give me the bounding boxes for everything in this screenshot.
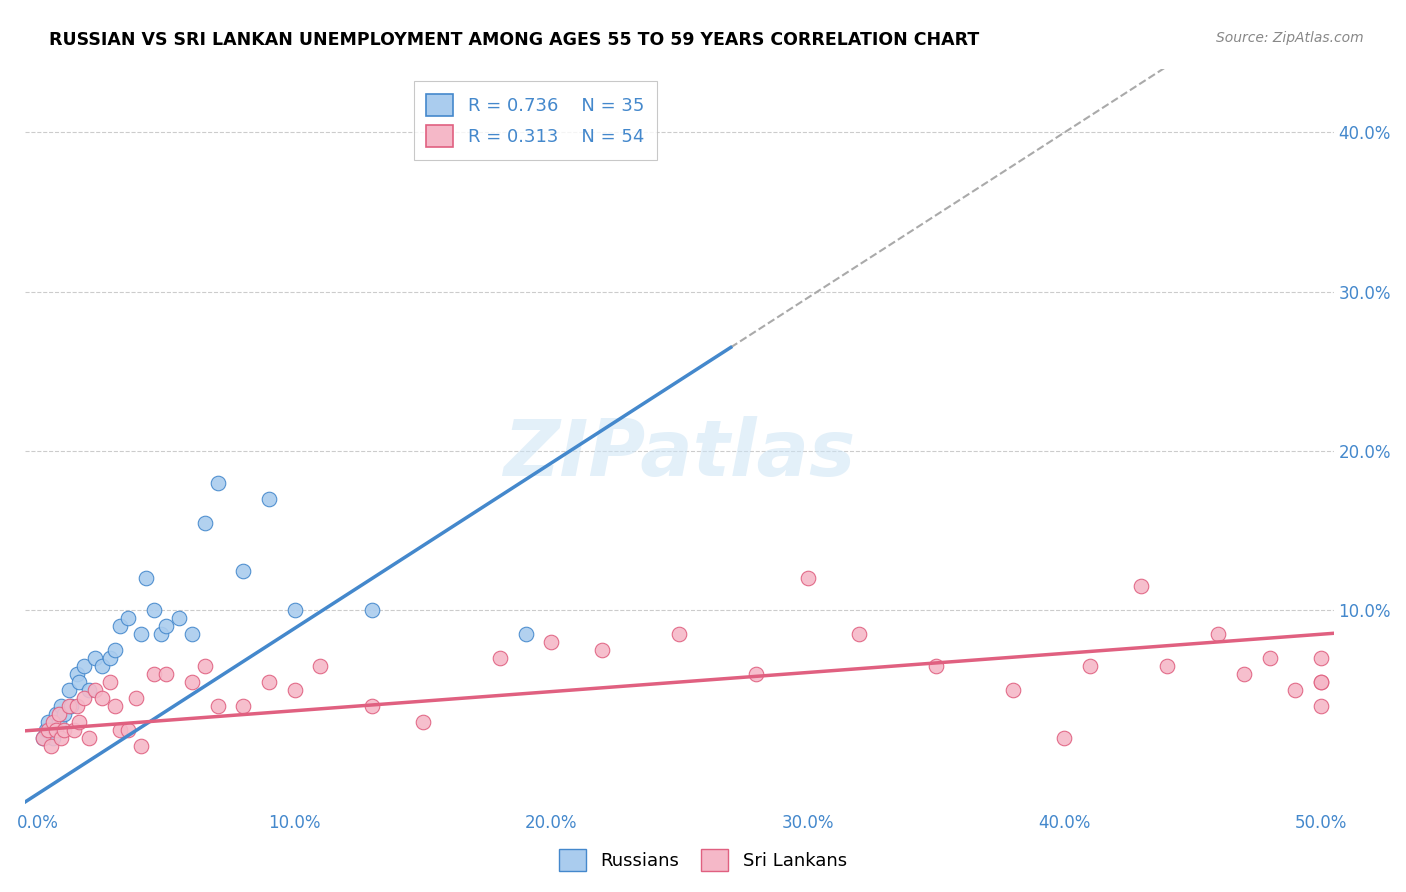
Point bbox=[73, 659, 96, 673]
Point bbox=[1284, 683, 1306, 698]
Point bbox=[207, 698, 229, 713]
Point bbox=[98, 675, 121, 690]
Legend: Russians, Sri Lankans: Russians, Sri Lankans bbox=[553, 842, 853, 879]
Point bbox=[796, 572, 818, 586]
Point bbox=[194, 516, 217, 530]
Point bbox=[167, 611, 190, 625]
Point bbox=[155, 619, 177, 633]
Text: ZIPatlas: ZIPatlas bbox=[503, 416, 856, 491]
Point bbox=[42, 714, 65, 729]
Point bbox=[150, 627, 173, 641]
Point bbox=[65, 667, 87, 681]
Point bbox=[142, 667, 165, 681]
Legend: R = 0.736    N = 35, R = 0.313    N = 54: R = 0.736 N = 35, R = 0.313 N = 54 bbox=[413, 81, 657, 160]
Point bbox=[32, 731, 55, 745]
Point bbox=[45, 706, 67, 721]
Point bbox=[1309, 675, 1331, 690]
Point bbox=[79, 683, 101, 698]
Point bbox=[58, 698, 80, 713]
Point bbox=[925, 659, 948, 673]
Point bbox=[592, 643, 614, 657]
Point bbox=[155, 667, 177, 681]
Point bbox=[32, 731, 55, 745]
Point bbox=[142, 603, 165, 617]
Point bbox=[117, 611, 139, 625]
Point bbox=[65, 698, 87, 713]
Point bbox=[1053, 731, 1076, 745]
Point bbox=[42, 731, 65, 745]
Point bbox=[515, 627, 537, 641]
Point bbox=[135, 572, 157, 586]
Point bbox=[73, 690, 96, 705]
Point bbox=[284, 603, 307, 617]
Point bbox=[83, 683, 105, 698]
Point bbox=[108, 619, 131, 633]
Point bbox=[79, 731, 101, 745]
Point bbox=[104, 698, 127, 713]
Point bbox=[232, 564, 254, 578]
Point bbox=[108, 723, 131, 737]
Point bbox=[51, 731, 73, 745]
Text: RUSSIAN VS SRI LANKAN UNEMPLOYMENT AMONG AGES 55 TO 59 YEARS CORRELATION CHART: RUSSIAN VS SRI LANKAN UNEMPLOYMENT AMONG… bbox=[49, 31, 980, 49]
Point bbox=[124, 690, 146, 705]
Point bbox=[35, 723, 58, 737]
Point bbox=[52, 706, 75, 721]
Point bbox=[257, 491, 280, 506]
Point bbox=[1130, 579, 1153, 593]
Point bbox=[540, 635, 562, 649]
Point bbox=[63, 723, 86, 737]
Point bbox=[67, 675, 90, 690]
Point bbox=[48, 706, 70, 721]
Point bbox=[1156, 659, 1178, 673]
Point bbox=[412, 714, 434, 729]
Point bbox=[58, 683, 80, 698]
Point bbox=[181, 675, 204, 690]
Point bbox=[39, 723, 62, 737]
Point bbox=[668, 627, 690, 641]
Point bbox=[309, 659, 332, 673]
Point bbox=[117, 723, 139, 737]
Point bbox=[489, 651, 512, 665]
Point bbox=[129, 627, 152, 641]
Point bbox=[1309, 698, 1331, 713]
Point bbox=[1233, 667, 1256, 681]
Point bbox=[52, 723, 75, 737]
Point bbox=[67, 714, 90, 729]
Point bbox=[83, 651, 105, 665]
Point bbox=[37, 714, 59, 729]
Point bbox=[181, 627, 204, 641]
Point bbox=[194, 659, 217, 673]
Point bbox=[284, 683, 307, 698]
Point bbox=[207, 475, 229, 490]
Point bbox=[98, 651, 121, 665]
Point bbox=[1258, 651, 1281, 665]
Point bbox=[360, 603, 382, 617]
Point bbox=[37, 723, 59, 737]
Point bbox=[848, 627, 870, 641]
Point bbox=[1309, 675, 1331, 690]
Point bbox=[1078, 659, 1101, 673]
Point bbox=[51, 698, 73, 713]
Point bbox=[129, 739, 152, 753]
Text: Source: ZipAtlas.com: Source: ZipAtlas.com bbox=[1216, 31, 1364, 45]
Point bbox=[48, 714, 70, 729]
Point bbox=[45, 723, 67, 737]
Point bbox=[91, 690, 114, 705]
Point bbox=[91, 659, 114, 673]
Point bbox=[39, 739, 62, 753]
Point bbox=[232, 698, 254, 713]
Point bbox=[257, 675, 280, 690]
Point bbox=[1206, 627, 1229, 641]
Point bbox=[1309, 651, 1331, 665]
Point bbox=[745, 667, 768, 681]
Point bbox=[360, 698, 382, 713]
Point bbox=[1001, 683, 1024, 698]
Point bbox=[60, 698, 83, 713]
Point bbox=[104, 643, 127, 657]
